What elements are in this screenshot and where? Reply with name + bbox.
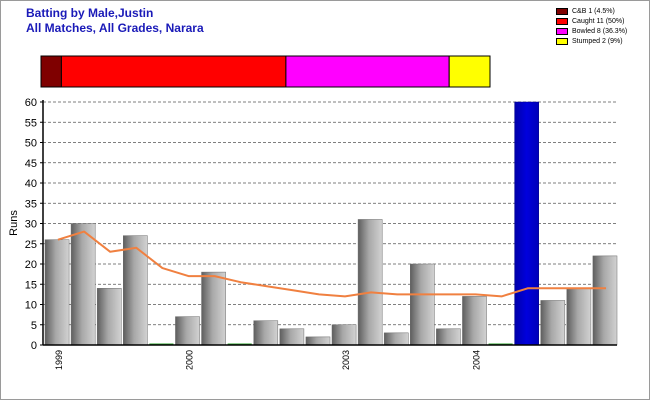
legend-label: Bowled 8 (36.3%) bbox=[572, 27, 628, 35]
y-tick-label: 10 bbox=[25, 300, 37, 312]
x-tick-label: 2003 bbox=[341, 350, 351, 370]
bar bbox=[357, 219, 383, 346]
y-tick-label: 55 bbox=[25, 117, 37, 129]
bar bbox=[436, 328, 461, 346]
bar bbox=[383, 332, 409, 346]
y-axis-label: Runs bbox=[8, 210, 20, 236]
y-tick-label: 5 bbox=[31, 320, 37, 332]
dismissal-bar bbox=[40, 55, 491, 88]
legend-swatch bbox=[556, 27, 568, 35]
y-tick-label: 30 bbox=[25, 219, 37, 231]
y-tick-label: 35 bbox=[25, 198, 37, 210]
legend-swatch bbox=[556, 7, 568, 15]
dismissal-segment bbox=[40, 55, 62, 88]
y-tick-label: 0 bbox=[31, 340, 37, 352]
dismissal-legend: C&B 1 (4.5%) Caught 11 (50%) Bowled 8 (3… bbox=[556, 6, 627, 46]
bar bbox=[566, 288, 592, 346]
average-line bbox=[57, 230, 606, 298]
average-line-path bbox=[57, 230, 606, 298]
bars bbox=[44, 101, 618, 346]
x-tick-label: 2004 bbox=[472, 350, 482, 370]
axes bbox=[40, 100, 617, 346]
tick-labels: 0 5 10 15 20 25 30 35 40 45 50 55 60 1999 2000 2003 2004 bbox=[25, 97, 482, 370]
x-tick-label: 2000 bbox=[185, 350, 195, 370]
legend-item-cb: C&B 1 (4.5%) bbox=[556, 6, 627, 16]
y-tick-label: 60 bbox=[25, 97, 37, 109]
y-tick-label: 20 bbox=[25, 259, 37, 271]
bar bbox=[70, 223, 96, 346]
bar bbox=[331, 324, 357, 346]
bar bbox=[175, 316, 200, 346]
legend-swatch bbox=[556, 17, 568, 25]
bar bbox=[96, 288, 122, 346]
bar bbox=[410, 263, 435, 346]
bar bbox=[592, 255, 618, 346]
y-tick-label: 15 bbox=[25, 279, 37, 291]
legend-item-bowled: Bowled 8 (36.3%) bbox=[556, 26, 627, 36]
y-tick-label: 45 bbox=[25, 158, 37, 170]
dismissal-segment bbox=[60, 55, 287, 88]
legend-swatch bbox=[556, 37, 568, 45]
bar bbox=[305, 336, 331, 346]
bar bbox=[279, 328, 305, 346]
legend-item-caught: Caught 11 (50%) bbox=[556, 16, 627, 26]
dismissal-segment bbox=[285, 55, 450, 88]
legend-item-stumped: Stumped 2 (9%) bbox=[556, 36, 627, 46]
bar bbox=[123, 235, 148, 346]
dismissal-segment bbox=[448, 55, 491, 88]
bar bbox=[253, 320, 279, 346]
bar-highlight bbox=[514, 101, 539, 346]
y-tick-label: 50 bbox=[25, 138, 37, 150]
y-tick-label: 25 bbox=[25, 239, 37, 251]
legend-label: Stumped 2 (9%) bbox=[572, 37, 623, 45]
legend-label: C&B 1 (4.5%) bbox=[572, 7, 615, 15]
bar bbox=[44, 239, 70, 346]
chart-title: Batting by Male,Justin bbox=[26, 6, 154, 20]
y-tick-label: 40 bbox=[25, 178, 37, 190]
bar bbox=[462, 296, 487, 346]
x-tick-label: 1999 bbox=[54, 350, 64, 370]
bar bbox=[540, 300, 566, 346]
legend-label: Caught 11 (50%) bbox=[572, 17, 625, 25]
chart-subtitle: All Matches, All Grades, Narara bbox=[26, 21, 204, 35]
bar bbox=[201, 271, 226, 346]
